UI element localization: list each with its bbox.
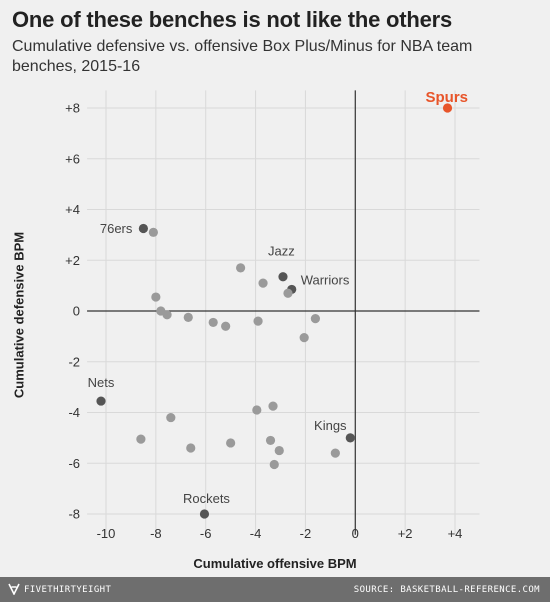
x-tick-label: +2 bbox=[398, 526, 413, 541]
data-point bbox=[330, 448, 340, 458]
data-point bbox=[265, 435, 276, 446]
data-point bbox=[136, 434, 146, 444]
data-point bbox=[274, 445, 284, 456]
data-point bbox=[258, 278, 268, 288]
x-tick-label: +4 bbox=[448, 526, 463, 541]
data-point-kings bbox=[345, 433, 355, 443]
y-tick-label: +4 bbox=[65, 202, 80, 217]
y-tick-label: -4 bbox=[68, 405, 80, 420]
x-tick-label: 0 bbox=[352, 526, 359, 541]
x-tick-label: -6 bbox=[200, 526, 212, 541]
x-tick-label: -2 bbox=[300, 526, 312, 541]
data-point-rockets bbox=[199, 509, 210, 519]
data-point bbox=[208, 317, 218, 328]
y-tick-label: -2 bbox=[68, 354, 80, 369]
data-point bbox=[162, 310, 172, 320]
y-tick-label: -8 bbox=[68, 507, 80, 522]
source-credit: SOURCE: BASKETBALL-REFERENCE.COM bbox=[353, 585, 540, 595]
data-point bbox=[268, 401, 278, 411]
data-point-spurs bbox=[442, 103, 453, 113]
y-tick-label: 0 bbox=[73, 304, 80, 319]
data-point-76ers bbox=[138, 223, 148, 234]
y-tick-label: +6 bbox=[65, 151, 80, 166]
data-point bbox=[148, 227, 158, 237]
point-label-rockets: Rockets bbox=[183, 491, 230, 506]
data-point bbox=[183, 312, 193, 322]
point-label-76ers: 76ers bbox=[100, 221, 133, 236]
data-point bbox=[236, 263, 246, 273]
data-point bbox=[299, 333, 309, 343]
chart-subtitle: Cumulative defensive vs. offensive Box P… bbox=[12, 38, 473, 75]
x-tick-label: -8 bbox=[150, 526, 162, 541]
x-tick-label: -4 bbox=[250, 526, 262, 541]
y-tick-label: -6 bbox=[68, 456, 80, 471]
x-tick-label: -10 bbox=[97, 526, 116, 541]
data-point bbox=[253, 316, 263, 326]
x-axis-label: Cumulative offensive BPM bbox=[193, 556, 357, 571]
y-axis-label: Cumulative defensive BPM bbox=[11, 231, 27, 399]
data-point bbox=[166, 412, 176, 423]
point-label-kings: Kings bbox=[314, 418, 347, 433]
data-point-nets bbox=[96, 396, 106, 406]
data-point bbox=[226, 438, 236, 448]
data-point bbox=[269, 459, 279, 470]
data-point bbox=[221, 321, 231, 331]
fivethirtyeight-logo-icon bbox=[8, 583, 20, 595]
data-point bbox=[186, 443, 196, 453]
data-point bbox=[283, 288, 293, 298]
data-point bbox=[310, 314, 320, 324]
point-label-spurs: Spurs bbox=[426, 89, 469, 106]
point-label-jazz: Jazz bbox=[268, 244, 295, 259]
data-point bbox=[151, 292, 161, 302]
footer-bar: FIVETHIRTYEIGHT SOURCE: BASKETBALL-REFER… bbox=[0, 577, 550, 602]
data-point-jazz bbox=[278, 272, 288, 282]
point-label-nets: Nets bbox=[88, 375, 115, 390]
y-tick-label: +8 bbox=[65, 101, 80, 116]
brand-name: FIVETHIRTYEIGHT bbox=[24, 585, 112, 595]
y-tick-label: +2 bbox=[65, 253, 80, 268]
data-point bbox=[252, 405, 262, 415]
point-label-warriors: Warriors bbox=[301, 272, 350, 287]
chart-title: One of these benches is not like the oth… bbox=[12, 7, 453, 32]
